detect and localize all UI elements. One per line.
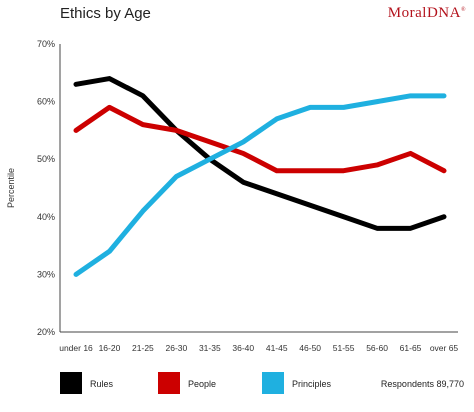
brand-logo: MoralDNA® <box>388 5 466 22</box>
y-tick-label: 50% <box>37 154 55 164</box>
series-line-people <box>73 104 447 174</box>
x-tick-label: 31-35 <box>199 343 221 353</box>
brand-mark: ® <box>460 7 466 13</box>
respondents-note: Respondents 89,770 <box>381 379 464 389</box>
legend-label-principles: Principles <box>292 379 332 389</box>
series-lines <box>73 76 447 277</box>
legend-swatch-rules <box>60 372 82 394</box>
y-tick-label: 30% <box>37 269 55 279</box>
x-tick-label: 61-65 <box>400 343 422 353</box>
legend-label-rules: Rules <box>90 379 114 389</box>
x-tick-label: 21-25 <box>132 343 154 353</box>
x-tick-label: 51-55 <box>333 343 355 353</box>
x-tick-label: 56-60 <box>366 343 388 353</box>
y-tick-label: 70% <box>37 39 55 49</box>
axes: 70% 60% 50% 40% 30% 20% Percentile under 16 16-2… <box>6 39 458 353</box>
chart-title: Ethics by Age <box>60 5 151 22</box>
x-tick-label: 41-45 <box>266 343 288 353</box>
x-tick-label: over 65 <box>430 343 459 353</box>
legend: Rules People Principles Respondents 89,770 <box>60 372 464 394</box>
x-tick-label: 16-20 <box>99 343 121 353</box>
x-tick-label: 36-40 <box>232 343 254 353</box>
legend-swatch-people <box>158 372 180 394</box>
x-tick-label: 46-50 <box>299 343 321 353</box>
x-tick-label: 26-30 <box>165 343 187 353</box>
legend-label-people: People <box>188 379 216 389</box>
legend-swatch-principles <box>262 372 284 394</box>
y-axis-label: Percentile <box>6 168 16 208</box>
y-tick-label: 20% <box>37 327 55 337</box>
series-line-principles <box>73 93 447 277</box>
series-line-rules <box>73 76 447 231</box>
brand-name: MoralDNA <box>387 5 461 21</box>
y-tick-label: 60% <box>37 97 55 107</box>
x-tick-label: under 16 <box>59 343 93 353</box>
y-tick-label: 40% <box>37 212 55 222</box>
